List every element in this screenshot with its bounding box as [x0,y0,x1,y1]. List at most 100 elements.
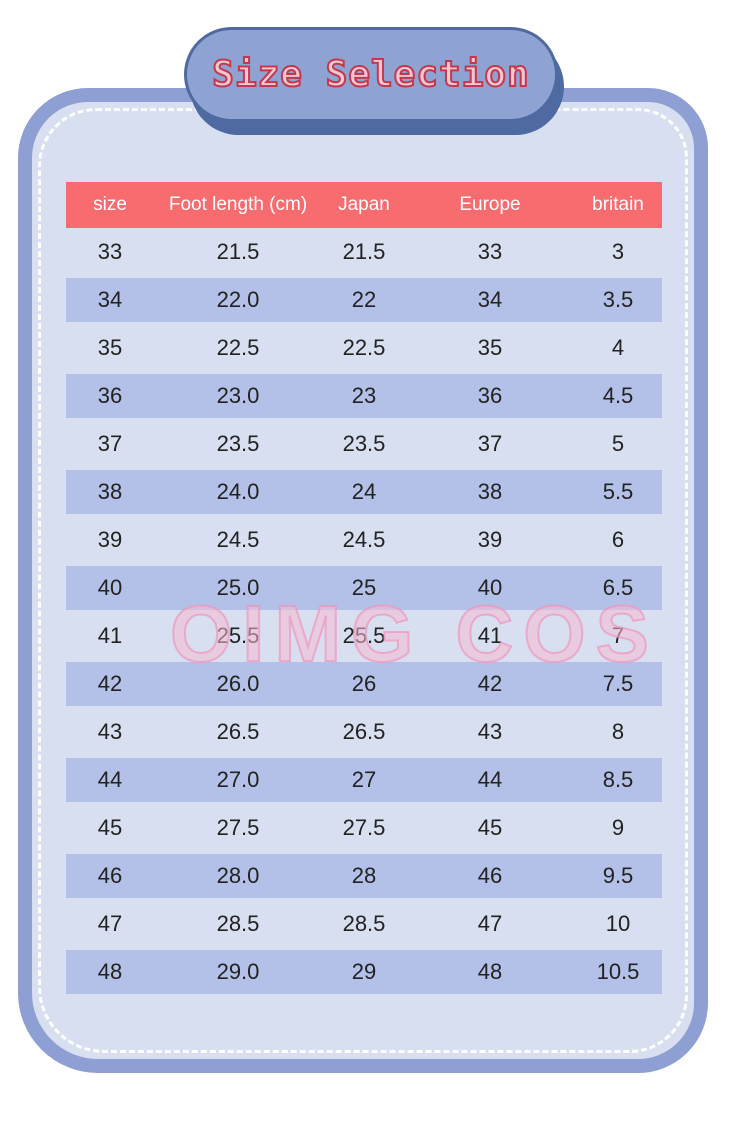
table-row-cell: 38 [97,479,123,504]
table-row-cell: 37 [97,431,123,456]
table-row-cell: 47 [477,911,503,936]
table-row-cell: 45 [97,815,123,840]
table-row-cell: 29 [351,959,377,984]
table-row: 43 26.5 26.5 43 8 [66,708,662,756]
table-row: 38 24.0 24 38 5.5 [66,470,662,514]
table-row-cell: 43 [477,719,503,744]
table-row-cell: 44 [477,767,503,792]
table-row: 47 28.5 28.5 47 10 [66,900,662,948]
table-row-cell: 22.5 [342,335,386,360]
table-row-cell: 10.5 [596,959,640,984]
table-row: 42 26.0 26 42 7.5 [66,662,662,706]
table-row-cell: 34 [477,287,503,312]
table-row-cell: 24 [351,479,377,504]
table-row-cell: 8.5 [602,767,634,792]
table-row: 40 25.0 25 40 6.5 [66,566,662,610]
table-row-cell: 23.5 [216,431,260,456]
table-row-cell: 26.0 [216,671,260,696]
table-row: 46 28.0 28 46 9.5 [66,854,662,898]
table-row-cell: 28.5 [216,911,260,936]
table-row-cell: 28.0 [216,863,260,888]
table-row: 35 22.5 22.5 35 4 [66,324,662,372]
table-row-cell: 26.5 [342,719,386,744]
table-row-cell: 46 [477,863,503,888]
table-row-cell: 35 [97,335,123,360]
table-row-cell: 4.5 [602,383,634,408]
table-row: 48 29.0 29 48 10.5 [66,950,662,994]
table-row-cell: 35 [477,335,503,360]
table-row-cell: 24.5 [342,527,386,552]
table-row: 41 25.5 25.5 41 7 [66,612,662,660]
table-row-cell: 27.5 [216,815,260,840]
table-row-cell: 10 [605,911,631,936]
table-row: 39 24.5 24.5 39 6 [66,516,662,564]
table-row-cell: 48 [97,959,123,984]
table-row-cell: 27 [351,767,377,792]
table-row: 36 23.0 23 36 4.5 [66,374,662,418]
table-row-cell: 23.0 [216,383,260,408]
table-row-cell: 24.5 [216,527,260,552]
table-row-cell: 3.5 [602,287,634,312]
table-row: 45 27.5 27.5 45 9 [66,804,662,852]
table-row: 44 27.0 27 44 8.5 [66,758,662,802]
table-row-cell: 40 [97,575,123,600]
table-row-cell: 25.0 [216,575,260,600]
table-row-cell: 25 [351,575,377,600]
table-row-cell: 42 [477,671,503,696]
table-row-cell: 40 [477,575,503,600]
table-header-cell: size [93,194,127,215]
table-row-cell: 37 [477,431,503,456]
table-row-cell: 38 [477,479,503,504]
table-row-cell: 33 [97,239,123,264]
table-row-cell: 7.5 [602,671,634,696]
table-row-cell: 44 [97,767,123,792]
table-row-cell: 6.5 [602,575,634,600]
table-row-cell: 43 [97,719,123,744]
table-row-cell: 5.5 [602,479,634,504]
table-row-cell: 3 [611,239,625,264]
table-row-cell: 24.0 [216,479,260,504]
table-row-cell: 36 [97,383,123,408]
table-row-cell: 26 [351,671,377,696]
table-row-cell: 47 [97,911,123,936]
table-row-cell: 23.5 [342,431,386,456]
table-header-cell: britain [592,194,644,215]
table-row-cell: 25.5 [342,623,386,648]
table-header: size Foot length (cm) Japan Europe britain [66,182,662,228]
table-header-cell: Europe [459,194,521,215]
table-row-cell: 34 [97,287,123,312]
table-row-cell: 6 [611,527,625,552]
table-row-cell: 48 [477,959,503,984]
table-row-cell: 27.0 [216,767,260,792]
table-row-cell: 7 [611,623,625,648]
title-banner: Size Selection [184,27,558,122]
table-row-cell: 22 [351,287,377,312]
table-row-cell: 29.0 [216,959,260,984]
table-row-cell: 41 [97,623,123,648]
table-header-cell: Japan [338,194,390,215]
table-row-cell: 42 [97,671,123,696]
table-row-cell: 25.5 [216,623,260,648]
table-row: 37 23.5 23.5 37 5 [66,420,662,468]
table-row-cell: 27.5 [342,815,386,840]
table-row-cell: 45 [477,815,503,840]
table-row-cell: 46 [97,863,123,888]
table-row-cell: 22.5 [216,335,260,360]
table-row-cell: 41 [477,623,503,648]
table-row-cell: 36 [477,383,503,408]
table-row-cell: 5 [611,431,625,456]
table-row-cell: 28 [351,863,377,888]
table-row-cell: 4 [611,335,625,360]
table-row-cell: 9 [611,815,625,840]
table-row-cell: 26.5 [216,719,260,744]
size-table: size Foot length (cm) Japan Europe britain 33… [66,182,662,996]
table-row-cell: 21.5 [216,239,260,264]
table-row-cell: 8 [611,719,625,744]
table-row-cell: 33 [477,239,503,264]
table-header-cell: Foot length (cm) [168,194,308,215]
table-row: 33 21.5 21.5 33 3 [66,228,662,276]
table-row-cell: 39 [477,527,503,552]
page-title: Size Selection [211,53,530,96]
table-row-cell: 39 [97,527,123,552]
table-row-cell: 9.5 [602,863,634,888]
